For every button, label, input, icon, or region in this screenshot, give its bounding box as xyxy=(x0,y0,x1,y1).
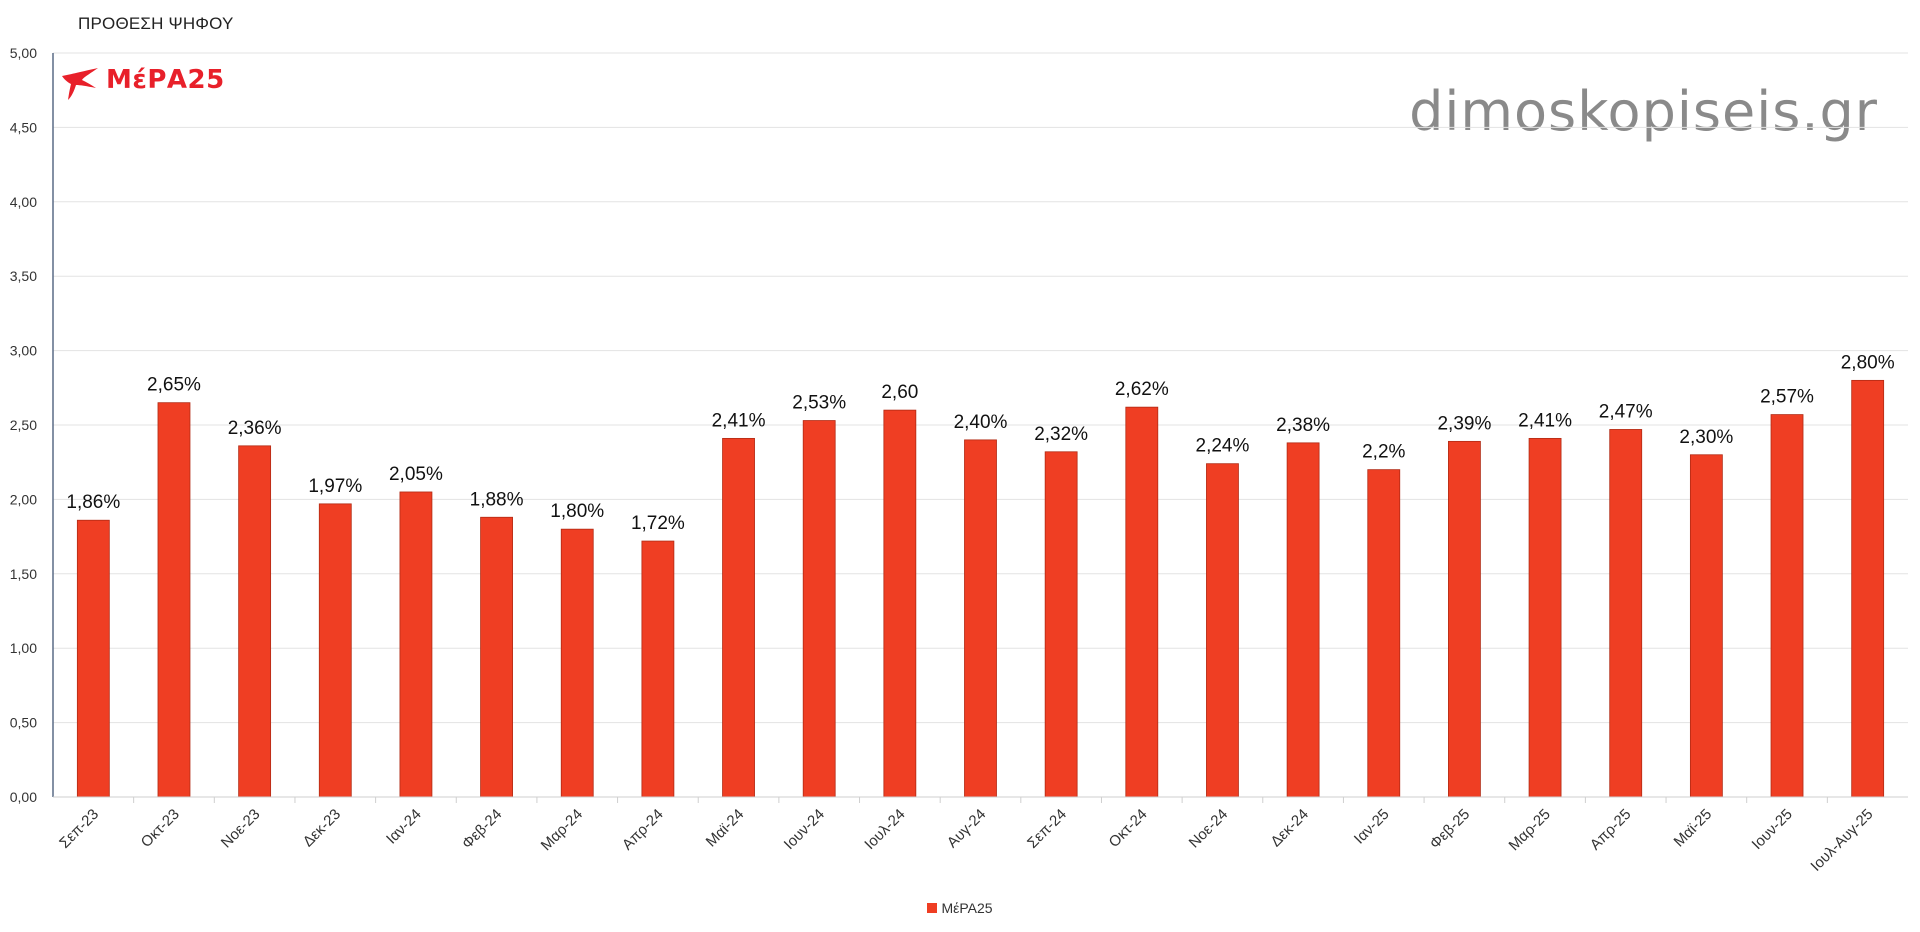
x-tick-label: Μαϊ-25 xyxy=(1671,806,1716,851)
data-label: 2,62% xyxy=(1115,379,1169,400)
logo-text: ΜέΡΑ25 xyxy=(106,65,225,95)
bar xyxy=(641,540,675,798)
data-label: 1,80% xyxy=(550,501,604,522)
y-tick-label: 3,00 xyxy=(10,343,37,359)
y-tick-label: 4,00 xyxy=(10,194,37,210)
data-label: 2,2% xyxy=(1362,442,1405,463)
bar xyxy=(399,491,433,798)
y-tick-label: 5,00 xyxy=(10,45,37,61)
bar xyxy=(964,439,997,798)
bar xyxy=(1044,451,1078,798)
bar xyxy=(157,402,191,798)
x-tick-label: Αυγ-24 xyxy=(944,806,990,852)
x-tick-label: Φεβ-25 xyxy=(1427,806,1474,853)
data-label: 2,65% xyxy=(147,375,201,396)
legend: ΜέΡΑ25 xyxy=(0,900,1920,916)
watermark: dimoskopiseis.gr xyxy=(1409,80,1878,143)
y-tick-label: 4,50 xyxy=(10,119,37,135)
bar xyxy=(318,503,352,798)
bar xyxy=(1689,454,1723,798)
data-label: 2,57% xyxy=(1760,387,1814,408)
bar xyxy=(1851,379,1885,798)
bar xyxy=(1770,414,1804,798)
data-label: 1,97% xyxy=(308,476,362,497)
y-tick-label: 1,50 xyxy=(10,566,37,582)
y-tick-label: 1,00 xyxy=(10,640,37,656)
x-tick-label: Ιουν-24 xyxy=(781,806,828,853)
data-label: 2,39% xyxy=(1437,413,1491,434)
bar xyxy=(238,445,272,798)
data-label: 2,40% xyxy=(954,412,1008,433)
data-label: 2,60 xyxy=(881,382,918,403)
bar xyxy=(802,420,836,798)
data-label: 2,47% xyxy=(1599,401,1653,422)
y-tick-label: 2,00 xyxy=(10,491,37,507)
party-logo: ΜέΡΑ25 xyxy=(60,58,225,102)
data-label: 2,30% xyxy=(1679,427,1733,448)
y-tick-label: 0,00 xyxy=(10,789,37,805)
data-label: 1,88% xyxy=(470,489,524,510)
data-label: 2,36% xyxy=(228,418,282,439)
data-label: 2,24% xyxy=(1196,436,1250,457)
data-label: 2,32% xyxy=(1034,424,1088,445)
data-label: 2,80% xyxy=(1841,352,1895,373)
bar xyxy=(1125,406,1159,798)
x-tick-label: Σεπ-23 xyxy=(56,806,102,852)
x-tick-label: Σεπ-24 xyxy=(1024,806,1070,852)
x-tick-label: Δεκ-23 xyxy=(300,806,344,850)
x-tick-label: Οκτ-23 xyxy=(138,806,183,851)
bar xyxy=(560,528,594,798)
x-tick-label: Μαρ-25 xyxy=(1506,806,1554,854)
data-label: 2,41% xyxy=(1518,410,1572,431)
x-tick-label: Νοε-24 xyxy=(1186,806,1232,852)
x-tick-label: Ιουν-25 xyxy=(1749,806,1796,853)
bar xyxy=(722,437,755,798)
data-label: 1,86% xyxy=(66,492,120,513)
bar xyxy=(1286,442,1320,798)
y-tick-label: 2,50 xyxy=(10,417,37,433)
data-label: 2,38% xyxy=(1276,415,1330,436)
x-tick-label: Απρ-24 xyxy=(619,806,667,854)
x-tick-label: Μαϊ-24 xyxy=(703,806,748,851)
data-label: 1,72% xyxy=(631,513,685,534)
swallow-bird-icon xyxy=(62,68,98,100)
x-tick-label: Ιουλ-Αυγ-25 xyxy=(1807,806,1876,875)
bar xyxy=(1367,469,1401,798)
bar xyxy=(480,516,513,798)
data-label: 2,53% xyxy=(792,393,846,414)
bar xyxy=(1448,440,1481,798)
x-tick-label: Ιουλ-24 xyxy=(861,806,908,853)
data-label: 2,05% xyxy=(389,464,443,485)
x-tick-label: Ιαν-25 xyxy=(1351,806,1393,848)
x-tick-label: Νοε-23 xyxy=(218,806,264,852)
x-tick-label: Μαρ-24 xyxy=(538,806,586,854)
x-tick-label: Ιαν-24 xyxy=(383,806,425,848)
bar xyxy=(1206,463,1239,798)
legend-label: ΜέΡΑ25 xyxy=(941,900,993,916)
y-tick-label: 0,50 xyxy=(10,715,37,731)
x-tick-label: Δεκ-24 xyxy=(1267,806,1311,850)
bar xyxy=(1609,429,1643,798)
bar xyxy=(883,409,917,798)
y-tick-label: 3,50 xyxy=(10,268,37,284)
x-tick-label: Φεβ-24 xyxy=(459,806,506,853)
legend-swatch xyxy=(927,903,938,913)
data-label: 2,41% xyxy=(712,410,766,431)
x-tick-label: Οκτ-24 xyxy=(1106,806,1151,851)
x-tick-label: Απρ-25 xyxy=(1587,806,1635,854)
bar xyxy=(1528,437,1562,798)
bar xyxy=(76,519,110,798)
chart-title: ΠΡΟΘΕΣΗ ΨΗΦΟΥ xyxy=(78,14,234,33)
